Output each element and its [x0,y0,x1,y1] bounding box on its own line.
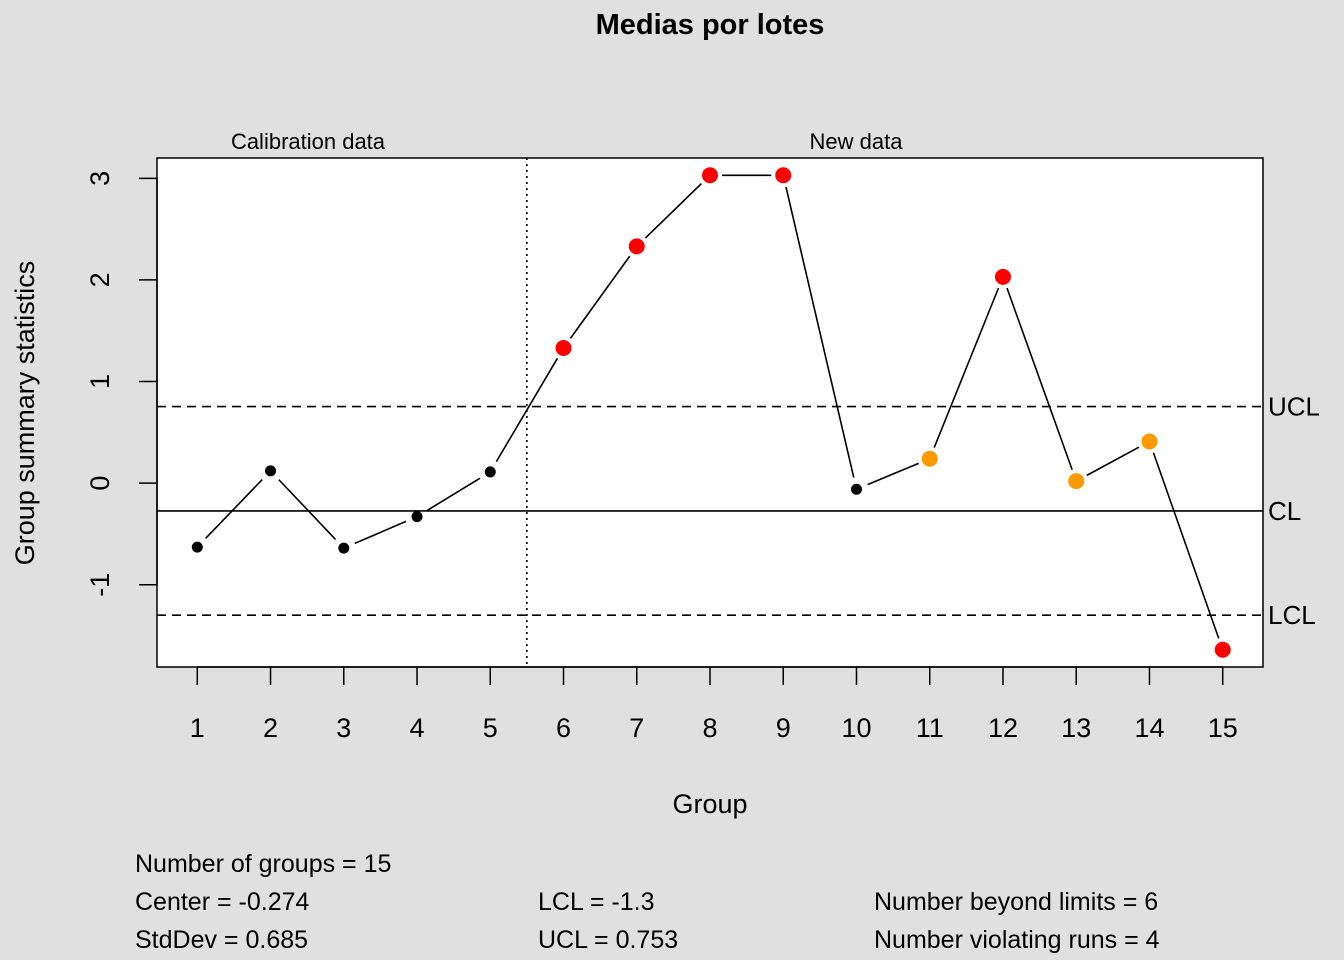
data-point [775,167,792,184]
stat-lcl: LCL = -1.3 [538,888,655,916]
limit-label-cl: CL [1268,496,1301,526]
series-segment [785,186,855,478]
series-segment [1152,452,1220,639]
data-point [1214,641,1231,658]
y-tick-label: 1 [85,374,115,389]
data-point [484,466,496,478]
y-axis: -1 0 1 2 3 [85,171,158,597]
series-segment [1086,446,1140,477]
y-tick-label: 0 [85,476,115,491]
y-tick-label: 2 [85,272,115,287]
control-limit-labels: UCL CL LCL [1268,392,1320,631]
data-point [1141,433,1158,450]
stat-number-of-groups: Number of groups = 15 [135,850,391,878]
x-tick-label: 10 [841,713,871,743]
x-axis: 1 2 3 4 5 6 7 8 9 10 11 12 13 14 15 [190,666,1238,743]
y-tick-label: 3 [85,171,115,186]
x-tick-label: 8 [702,713,717,743]
x-axis-label: Group [672,789,747,819]
series-segment [426,477,481,512]
chart-title: Medias por lotes [596,9,825,41]
stat-stddev: StdDev = 0.685 [135,926,308,954]
x-tick-label: 1 [190,713,205,743]
data-point [850,483,862,495]
series-segment [354,520,407,545]
control-limit-lines [157,405,1263,616]
y-axis-label: Group summary statistics [10,261,40,566]
limit-label-ucl: UCL [1268,392,1320,422]
series-segment [933,287,1000,448]
x-tick-label: 9 [776,713,791,743]
x-tick-label: 15 [1208,713,1238,743]
stat-ucl: UCL = 0.753 [538,926,678,954]
calibration-section-label: Calibration data [231,129,386,154]
x-tick-label: 3 [336,713,351,743]
series-segment [495,357,559,463]
series-segment [278,479,337,540]
data-point [994,268,1011,285]
stat-violating-runs: Number violating runs = 4 [874,926,1160,954]
series-segment [569,255,631,339]
data-point [265,465,277,477]
x-tick-label: 14 [1134,713,1164,743]
series-segment [644,183,702,239]
series-segment [205,479,263,540]
data-series [191,167,1231,658]
series-segment [1006,287,1073,471]
x-tick-label: 2 [263,713,278,743]
stat-center: Center = -0.274 [135,888,310,916]
data-point [702,167,718,184]
x-tick-label: 11 [916,713,944,743]
x-tick-label: 7 [629,713,644,743]
data-point [921,450,938,467]
series-segment [867,462,919,486]
data-point [338,542,350,554]
data-point [628,238,645,255]
plot-panel [157,158,1263,667]
x-tick-label: 6 [556,713,571,743]
x-tick-label: 13 [1061,713,1091,743]
x-tick-label: 5 [483,713,498,743]
data-point [411,511,423,523]
x-tick-label: 4 [410,713,425,743]
data-point [191,541,203,553]
new-data-section-label: New data [810,129,904,154]
limit-label-lcl: LCL [1268,600,1316,630]
data-point [1068,473,1085,490]
y-tick-label: -1 [85,573,115,597]
x-tick-label: 12 [988,713,1018,743]
data-point [555,339,572,356]
stat-beyond-limits: Number beyond limits = 6 [874,888,1158,916]
summary-stats: Number of groups = 15 Center = -0.274 St… [135,850,1160,954]
